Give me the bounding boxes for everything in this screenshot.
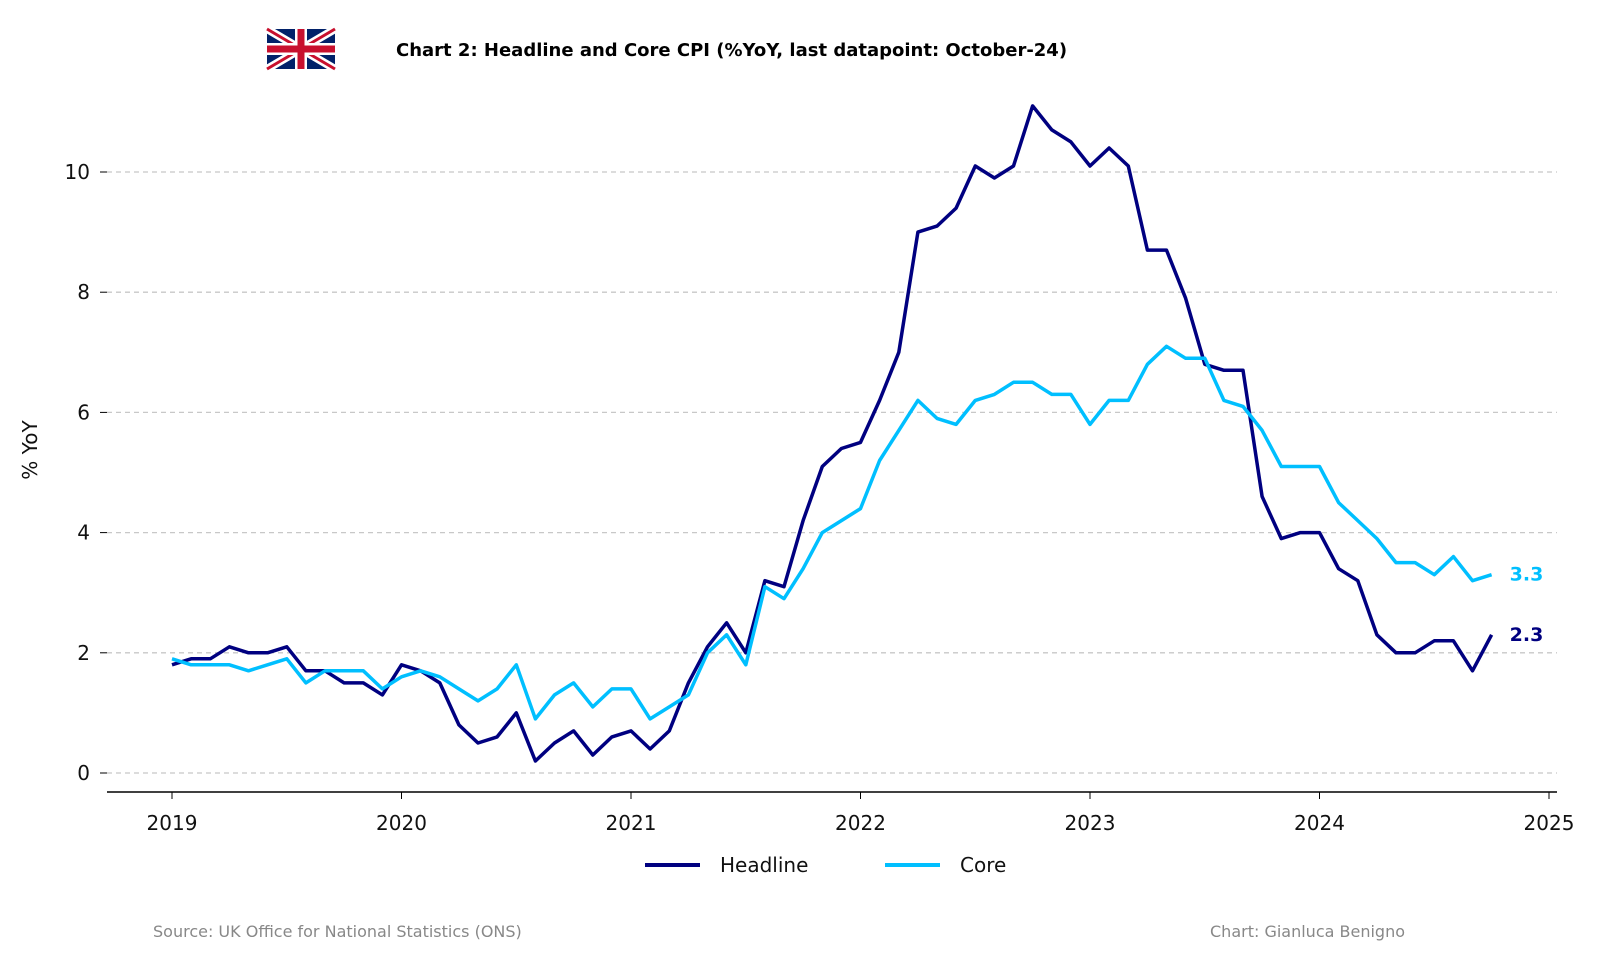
x-tick-label: 2022: [835, 811, 886, 835]
y-tick-label: 0: [77, 761, 90, 785]
uk-flag-icon: [264, 25, 338, 73]
chart-title: Chart 2: Headline and Core CPI (%YoY, la…: [396, 40, 1067, 61]
y-tick-label: 6: [77, 400, 90, 424]
x-tick-label: 2023: [1065, 811, 1116, 835]
y-tick-label: 10: [65, 160, 90, 184]
credit-note: Chart: Gianluca Benigno: [1210, 922, 1405, 941]
y-axis-label: % YoY: [18, 420, 42, 480]
legend-label-headline: Headline: [720, 853, 808, 877]
series-line-core: [171, 344, 1493, 721]
end-label-headline: 2.3: [1510, 624, 1544, 646]
y-tick-label: 2: [77, 641, 90, 665]
legend: Headline Core: [645, 853, 1006, 877]
series-line-headline: [171, 104, 1494, 763]
x-tick-label: 2024: [1294, 811, 1345, 835]
y-tick-label: 4: [77, 521, 90, 545]
legend-label-core: Core: [960, 853, 1006, 877]
x-tick-label: 2025: [1524, 811, 1575, 835]
y-tick-label: 8: [77, 280, 90, 304]
source-note: Source: UK Office for National Statistic…: [153, 922, 522, 941]
end-label-core: 3.3: [1510, 564, 1544, 586]
x-tick-label: 2019: [147, 811, 198, 835]
x-tick-label: 2021: [606, 811, 657, 835]
x-tick-label: 2020: [376, 811, 427, 835]
